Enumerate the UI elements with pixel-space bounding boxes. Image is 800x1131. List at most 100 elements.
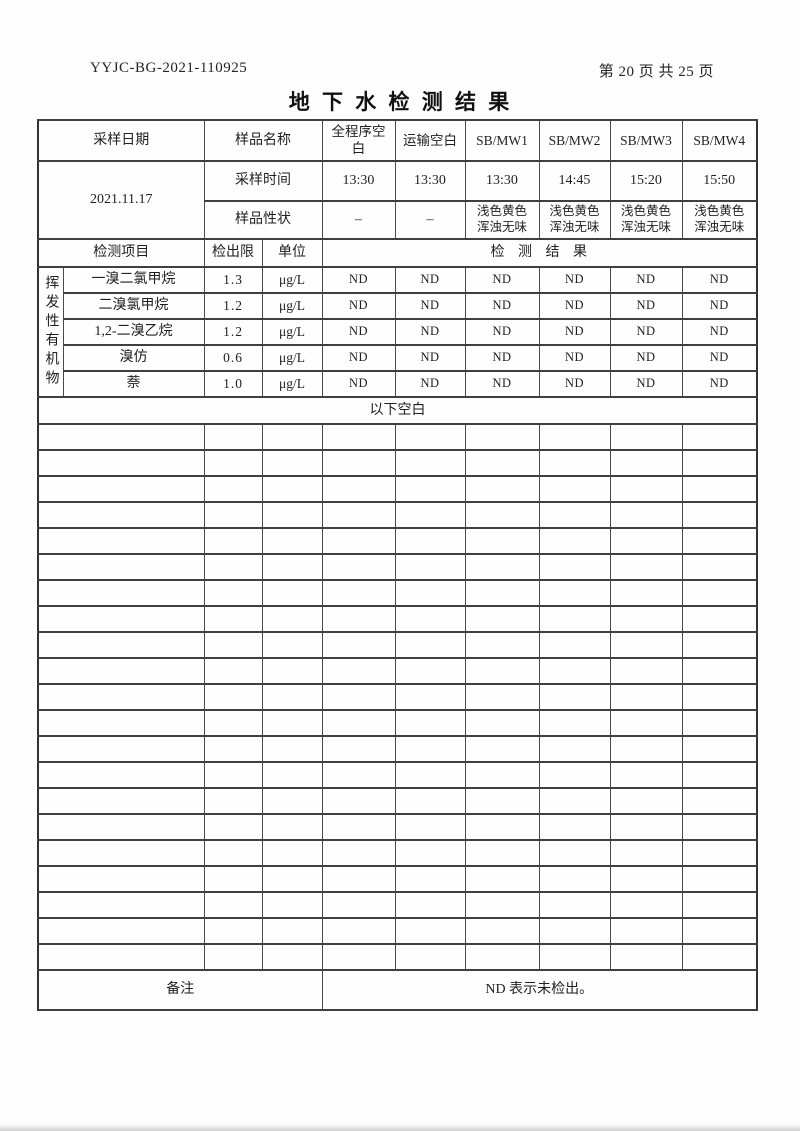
empty-result-cell xyxy=(538,735,611,763)
empty-row xyxy=(37,475,758,503)
empty-result-cell xyxy=(321,761,396,789)
result-cell: ND xyxy=(681,344,758,372)
remark-label: 备注 xyxy=(37,969,323,1011)
empty-result-cell xyxy=(394,631,466,659)
blank-below-cell: 以下空白 xyxy=(37,396,758,425)
empty-unit-cell xyxy=(261,683,323,711)
empty-result-cell xyxy=(609,501,683,529)
empty-unit-cell xyxy=(261,475,323,503)
item-name-cell: 萘 xyxy=(62,370,205,398)
result-cell: ND xyxy=(681,266,758,294)
empty-result-cell xyxy=(538,709,611,737)
empty-limit-cell xyxy=(203,527,263,555)
empty-result-cell xyxy=(394,865,466,893)
sample-column-header: SB/MW1 xyxy=(464,119,540,162)
empty-result-cell xyxy=(394,735,466,763)
empty-result-cell xyxy=(681,839,758,867)
sample-column-header-text: 全程序空白 xyxy=(331,123,386,157)
empty-result-cell xyxy=(321,813,396,841)
empty-unit-cell xyxy=(261,449,323,477)
empty-row xyxy=(37,527,758,555)
empty-limit-cell xyxy=(203,449,263,477)
voc-group-label: 挥发性有机物 xyxy=(37,266,64,398)
empty-result-cell xyxy=(681,709,758,737)
empty-result-cell xyxy=(464,787,540,815)
empty-item-cell xyxy=(37,631,205,659)
empty-result-cell xyxy=(464,839,540,867)
empty-row xyxy=(37,501,758,529)
sample-column-header: SB/MW2 xyxy=(538,119,611,162)
empty-result-cell xyxy=(321,579,396,607)
empty-item-cell xyxy=(37,761,205,789)
results-table: 采样日期 样品名称 全程序空白 运输空白 SB/MW1 SB/MW2 SB/MW3 SB/… xyxy=(37,119,758,1011)
empty-limit-cell xyxy=(203,631,263,659)
empty-unit-cell xyxy=(261,735,323,763)
empty-result-cell xyxy=(609,553,683,581)
empty-result-cell xyxy=(538,553,611,581)
empty-row xyxy=(37,839,758,867)
empty-item-cell xyxy=(37,865,205,893)
empty-result-cell xyxy=(394,423,466,451)
sampling-time-cell: 13:30 xyxy=(464,160,540,202)
empty-result-cell xyxy=(681,631,758,659)
result-label: 检 测 结 果 xyxy=(321,238,758,268)
sample-column-header-text: SB/MW4 xyxy=(693,132,746,148)
limit-cell: 1.2 xyxy=(203,318,263,346)
empty-item-cell xyxy=(37,553,205,581)
sampling-time-cell: 13:30 xyxy=(321,160,396,202)
empty-item-cell xyxy=(37,475,205,503)
result-cell: ND xyxy=(681,370,758,398)
empty-result-cell xyxy=(681,527,758,555)
empty-item-cell xyxy=(37,891,205,919)
empty-result-cell xyxy=(681,761,758,789)
empty-unit-cell xyxy=(261,839,323,867)
empty-unit-cell xyxy=(261,553,323,581)
empty-limit-cell xyxy=(203,917,263,945)
result-cell: ND xyxy=(321,344,396,372)
result-cell: ND xyxy=(394,318,466,346)
empty-row xyxy=(37,553,758,581)
empty-result-cell xyxy=(681,917,758,945)
result-cell: ND xyxy=(464,318,540,346)
empty-item-cell xyxy=(37,501,205,529)
empty-result-cell xyxy=(394,839,466,867)
sample-trait-cell: – xyxy=(321,200,396,240)
sampling-time-label: 采样时间 xyxy=(203,160,323,202)
empty-unit-cell xyxy=(261,943,323,971)
empty-row xyxy=(37,761,758,789)
sample-column-header: SB/MW4 xyxy=(681,119,758,162)
empty-result-cell xyxy=(394,527,466,555)
empty-result-cell xyxy=(321,943,396,971)
empty-result-cell xyxy=(609,631,683,659)
empty-result-cell xyxy=(538,579,611,607)
empty-limit-cell xyxy=(203,657,263,685)
sample-column-header-text: 运输空白 xyxy=(403,132,457,148)
remark-text: ND 表示未检出。 xyxy=(321,969,758,1011)
empty-result-cell xyxy=(609,813,683,841)
empty-result-cell xyxy=(394,553,466,581)
empty-item-cell xyxy=(37,657,205,685)
empty-result-cell xyxy=(538,605,611,633)
sample-trait-cell-text: 浅色黄色浑浊无味 xyxy=(694,204,745,235)
empty-limit-cell xyxy=(203,423,263,451)
detection-item-row: 萘 1.0 μg/L ND ND ND ND ND ND xyxy=(38,370,758,398)
result-cell: ND xyxy=(681,318,758,346)
empty-item-cell xyxy=(37,449,205,477)
result-cell: ND xyxy=(538,344,611,372)
empty-result-cell xyxy=(538,501,611,529)
empty-result-cell xyxy=(464,683,540,711)
detection-item-row: 二溴氯甲烷 1.2 μg/L ND ND ND ND ND ND xyxy=(38,292,758,320)
detection-item-row: 挥发性有机物 一溴二氯甲烷 1.3 μg/L ND ND ND ND ND ND xyxy=(37,266,758,398)
empty-result-cell xyxy=(538,657,611,685)
result-cell: ND xyxy=(321,370,396,398)
empty-result-cell xyxy=(681,449,758,477)
empty-result-cell xyxy=(538,917,611,945)
empty-unit-cell xyxy=(261,501,323,529)
empty-limit-cell xyxy=(203,839,263,867)
empty-result-cell xyxy=(538,449,611,477)
result-cell: ND xyxy=(538,292,611,320)
empty-result-cell xyxy=(538,787,611,815)
result-cell: ND xyxy=(538,318,611,346)
empty-result-cell xyxy=(464,449,540,477)
empty-result-cell xyxy=(321,449,396,477)
